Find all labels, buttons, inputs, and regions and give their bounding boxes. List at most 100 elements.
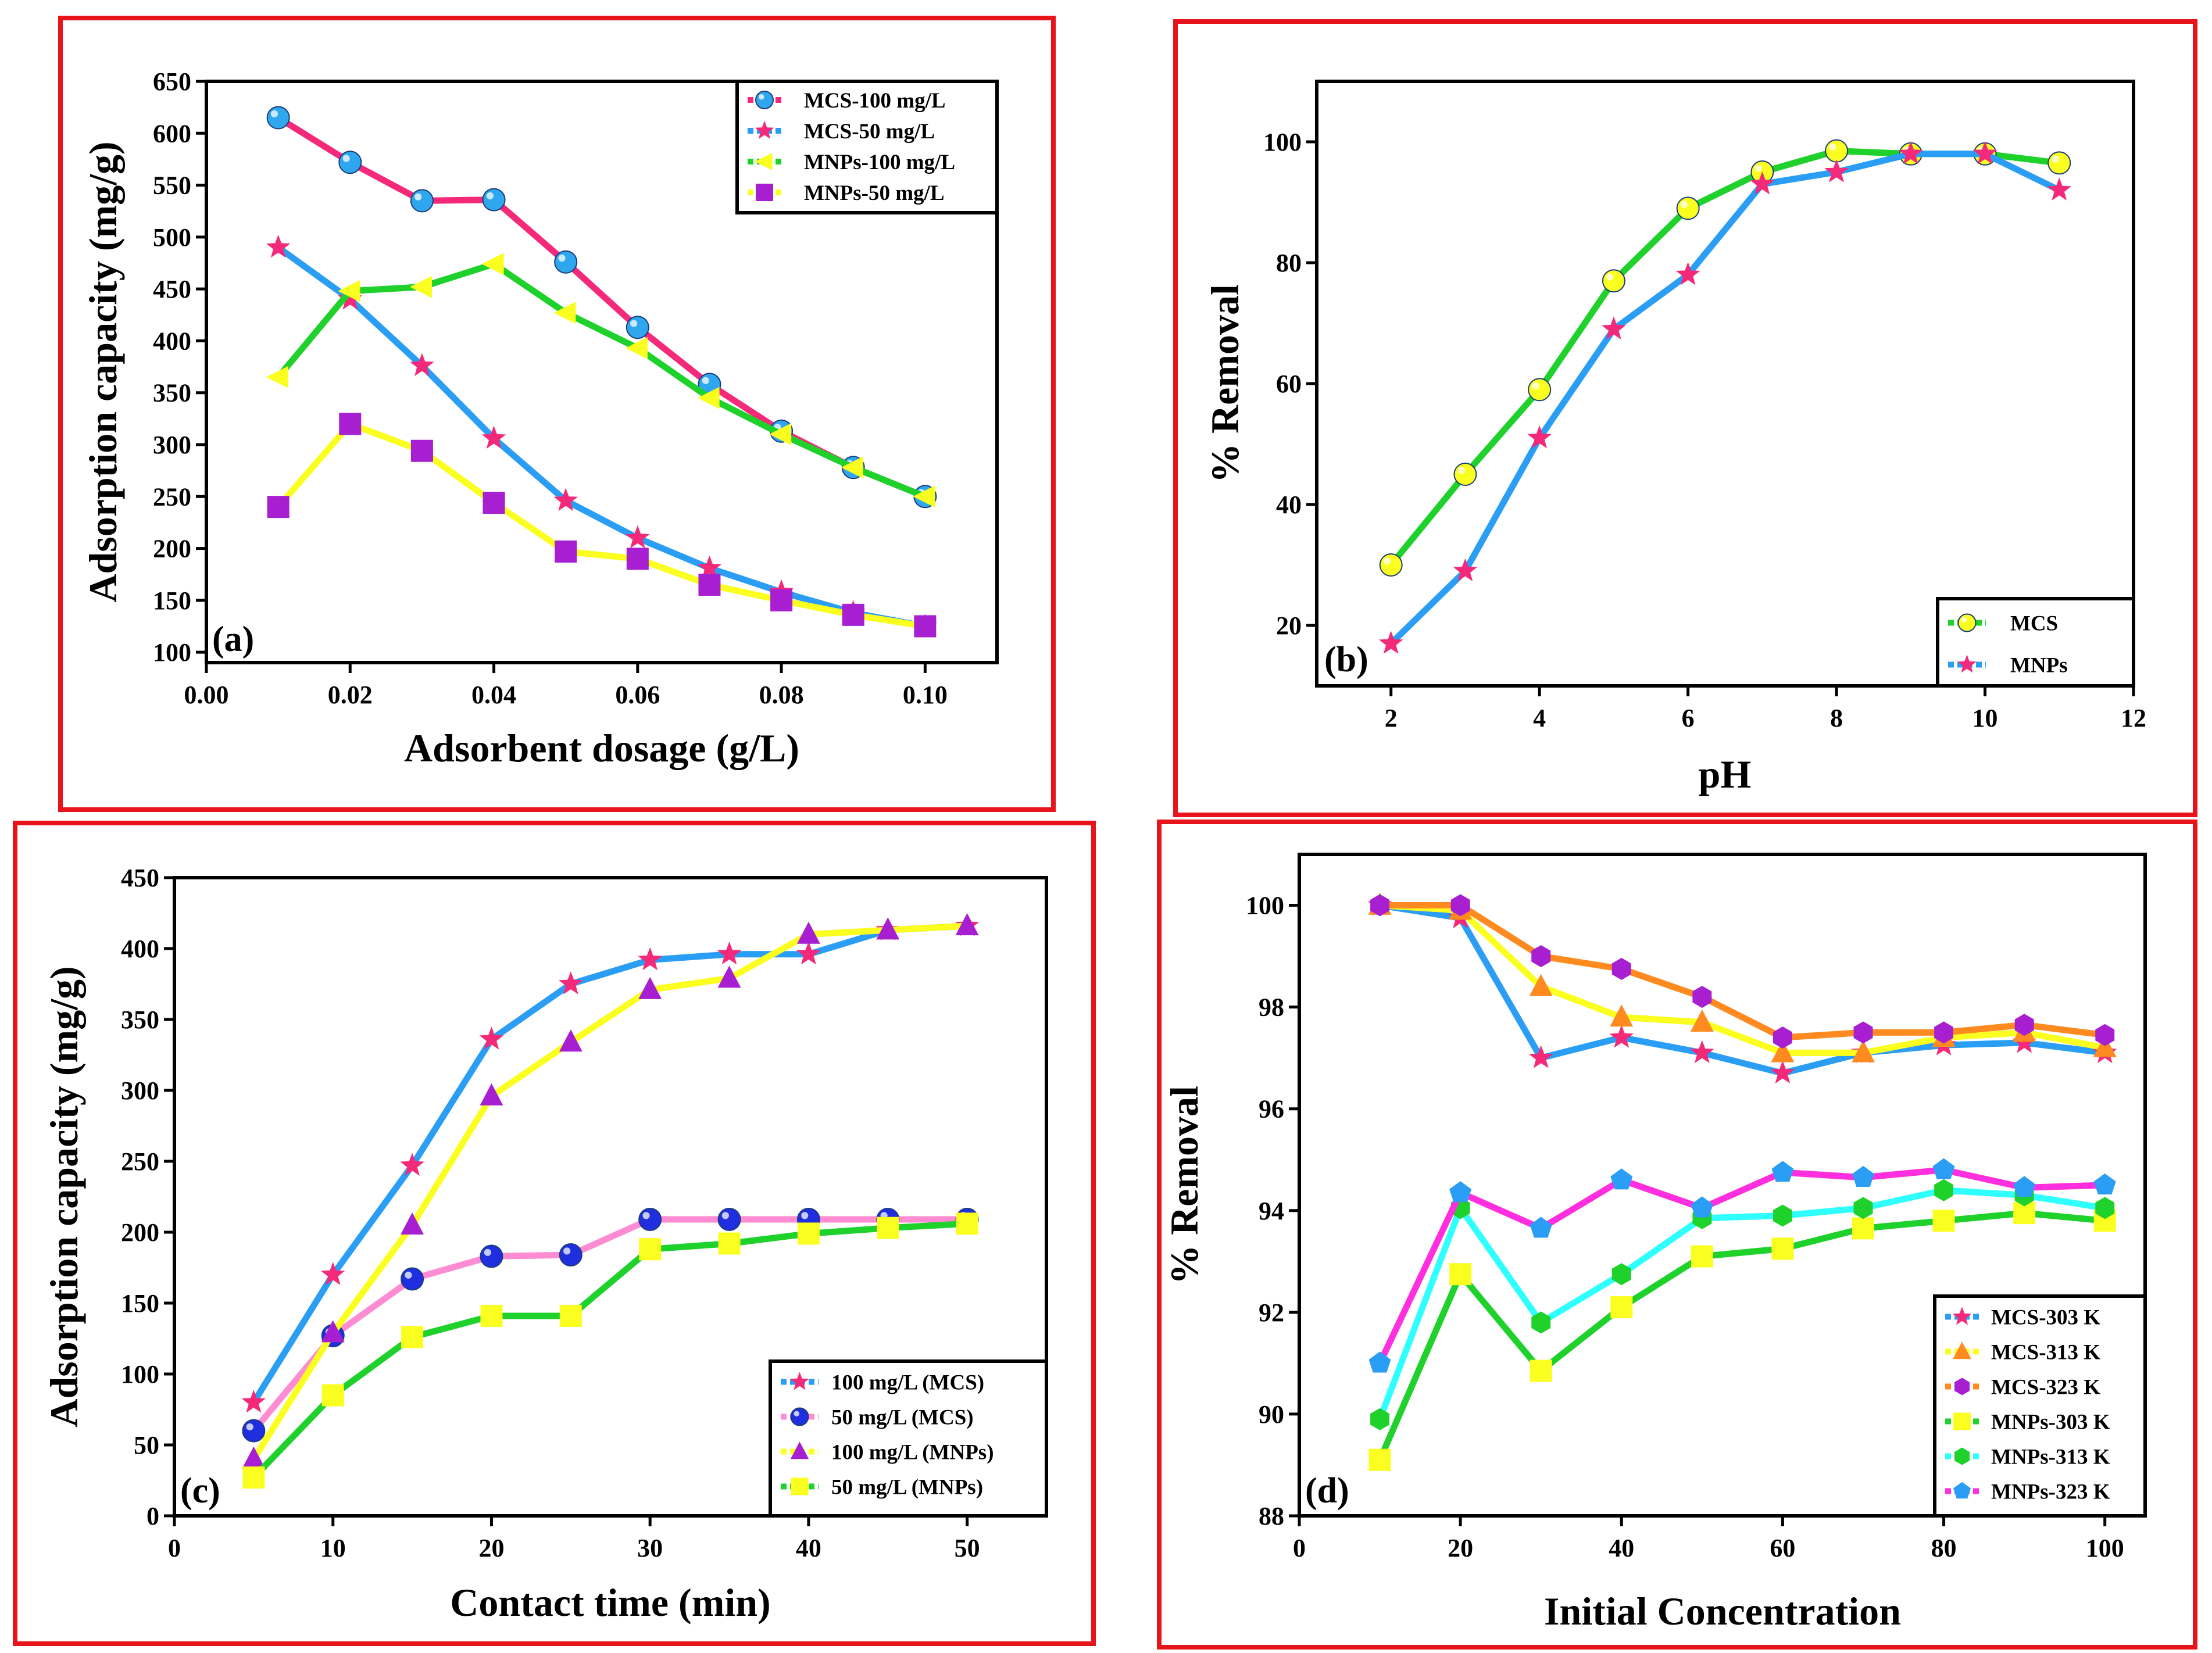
chart-a-ytick-label-7: 450 xyxy=(153,275,191,303)
chart-a-series-2-point-9 xyxy=(913,485,935,508)
chart-a-legend-marker-2 xyxy=(755,153,773,170)
chart-c-series-0-point-4 xyxy=(559,971,583,994)
chart-a-series-2-point-3 xyxy=(481,253,504,276)
chart-d-panel-label: (d) xyxy=(1305,1471,1349,1511)
chart-a-series-0-point-4 xyxy=(554,250,578,274)
chart-a-legend-label-1: MCS-50 mg/L xyxy=(804,120,935,144)
chart-d-series-4-point-3 xyxy=(1611,1263,1631,1286)
chart-d-series-3-point-0 xyxy=(1368,1448,1391,1471)
chart-a-xtick-label-4: 0.08 xyxy=(759,681,804,709)
chart-d-series-1-point-9 xyxy=(2093,1035,2117,1057)
chart-d-series-1-point-4 xyxy=(1690,1010,1714,1032)
chart-b-series-1-point-1 xyxy=(1453,558,1478,582)
chart-a-series-2-point-7 xyxy=(769,423,792,446)
chart-c-ytick-label-2: 100 xyxy=(121,1360,159,1389)
chart-d-legend-marker-2 xyxy=(1954,1377,1970,1396)
chart-c-series-0-point-5 xyxy=(638,947,662,971)
chart-c-panel-label: (c) xyxy=(180,1471,220,1511)
chart-d-series-2-point-3 xyxy=(1611,958,1631,980)
chart-d-series-3-point-7 xyxy=(1932,1210,1955,1232)
chart-a-series-3-point-2 xyxy=(410,439,433,462)
chart-a-series-0-point-2 xyxy=(410,189,434,213)
chart-a-ytick-label-9: 550 xyxy=(153,171,191,200)
chart-a-series-2-point-8 xyxy=(841,456,863,479)
chart-a-legend-label-0: MCS-100 mg/L xyxy=(804,89,946,113)
chart-c-ytick-label-0: 0 xyxy=(146,1502,159,1530)
chart-c-series-1-point-4 xyxy=(559,1243,583,1267)
chart-d-legend-marker-1 xyxy=(1953,1341,1971,1359)
chart-d-series-1-point-6 xyxy=(1852,1040,1875,1062)
chart-b-xtick-label-4: 10 xyxy=(1972,704,1998,732)
chart-a-ylabel: Adsorption capacity (mg/g) xyxy=(81,141,125,602)
chart-d-series-5-point-3 xyxy=(1610,1168,1633,1190)
chart-d-legend-box xyxy=(1933,1294,2147,1518)
chart-b-xtick-label-5: 12 xyxy=(2121,704,2146,732)
chart-a-series-3-point-6 xyxy=(698,574,721,596)
chart-d-series-3-point-3 xyxy=(1610,1296,1633,1319)
chart-a-series-2-point-0 xyxy=(266,366,288,388)
chart-d-series-4-point-9 xyxy=(2095,1197,2115,1219)
chart-d-series-2-point-1 xyxy=(1450,894,1470,917)
chart-d-xtick-label-5: 100 xyxy=(2086,1534,2124,1562)
chart-d-series-2-point-5 xyxy=(1773,1026,1792,1049)
chart-c-ytick-label-5: 250 xyxy=(121,1147,159,1176)
chart-d-series-3-line xyxy=(1377,1210,2109,1464)
chart-c-series-0-point-6 xyxy=(717,941,742,965)
chart-b-xtick-label-0: 2 xyxy=(1385,704,1398,732)
chart-c-series-1-point-2 xyxy=(401,1267,424,1291)
chart-c-series-1-point-5 xyxy=(638,1208,662,1232)
chart-b-ytick-label-3: 80 xyxy=(1276,249,1302,277)
chart-b-panel-label: (b) xyxy=(1324,640,1368,679)
chart-c-legend-box xyxy=(769,1359,1048,1518)
chart-d-series-3-point-4 xyxy=(1691,1245,1713,1268)
chart-d-legend-marker-3 xyxy=(1953,1412,1971,1430)
chart-b-series-0-line xyxy=(1388,148,2063,568)
chart-c-series-2-point-0 xyxy=(242,1446,266,1469)
chart-b-ytick-label-0: 20 xyxy=(1276,611,1302,640)
chart-a-series-2-point-2 xyxy=(410,276,432,298)
chart-c-series-1-point-0 xyxy=(242,1419,266,1443)
chart-d-series-4-point-2 xyxy=(1531,1311,1551,1334)
chart-d-series-5-point-6 xyxy=(1852,1165,1874,1187)
chart-d-series-2-point-7 xyxy=(1934,1021,1953,1044)
chart-a-legend-label-3: MNPs-50 mg/L xyxy=(804,181,945,205)
chart-c-ytick-label-8: 400 xyxy=(121,935,159,963)
chart-d-legend-marker-4 xyxy=(1954,1447,1970,1465)
chart-d-xtick-label-3: 60 xyxy=(1770,1534,1795,1562)
chart-b-series-1-point-5 xyxy=(1750,171,1775,195)
chart-d-series-2-point-9 xyxy=(2095,1024,2115,1046)
chart-c-series-3-point-7 xyxy=(797,1222,820,1245)
chart-d-legend-label-0: MCS-303 K xyxy=(1991,1306,2100,1330)
chart-a-series-3-point-8 xyxy=(842,603,864,626)
chart-a-ytick-label-1: 150 xyxy=(153,586,191,615)
chart-b-series-1-point-3 xyxy=(1602,316,1626,340)
chart-a-series-2-point-1 xyxy=(338,280,360,302)
chart-a-panel-label: (a) xyxy=(212,620,254,659)
chart-d-series-2-line xyxy=(1377,902,2109,1041)
chart-d-series-1-point-2 xyxy=(1529,974,1553,996)
chart-a-series-3-point-5 xyxy=(626,548,649,570)
chart-d-series-4-line xyxy=(1377,1187,2109,1423)
chart-a-series-0-point-1 xyxy=(338,151,362,174)
chart-b-series-1-point-2 xyxy=(1527,425,1552,449)
chart-d-series-1-point-3 xyxy=(1610,1004,1634,1027)
chart-b-ytick-label-2: 60 xyxy=(1276,370,1302,398)
chart-a-xtick-label-1: 0.02 xyxy=(328,681,373,709)
chart-a-xtick-label-0: 0.00 xyxy=(184,681,229,709)
chart-d-series-2-point-2 xyxy=(1531,945,1551,968)
chart-b-series-0-point-1 xyxy=(1453,463,1477,486)
chart-b-legend-label-1: MNPs xyxy=(2010,654,2068,678)
chart-d-xlabel: Initial Concentration xyxy=(1544,1589,1901,1633)
chart-d-ytick-label-4: 96 xyxy=(1259,1095,1284,1124)
chart-d-series-5-point-0 xyxy=(1368,1351,1391,1373)
chart-c-series-2-point-1 xyxy=(321,1320,345,1343)
chart-d-legend-label-5: MNPs-323 K xyxy=(1991,1480,2110,1504)
chart-c-series-0-line xyxy=(250,922,971,1406)
chart-d-series-5-point-8 xyxy=(2013,1176,2036,1197)
chart-d-plot-frame xyxy=(1298,853,2147,1518)
chart-d-ytick-label-1: 90 xyxy=(1259,1400,1284,1429)
chart-a-ytick-label-8: 500 xyxy=(153,223,191,252)
chart-a-xtick-label-2: 0.04 xyxy=(471,681,516,709)
chart-a-series-2-line xyxy=(275,260,928,500)
